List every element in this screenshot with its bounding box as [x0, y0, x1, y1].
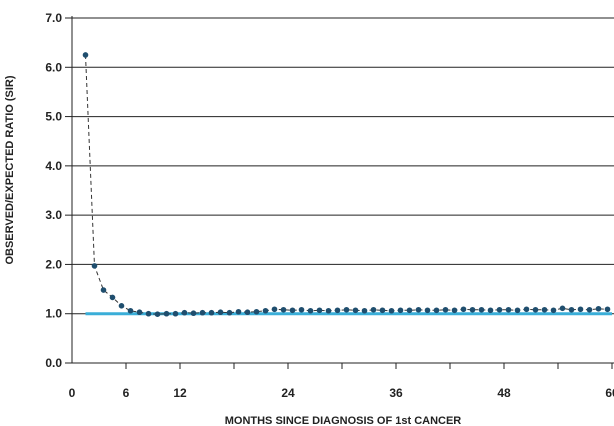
data-point [298, 306, 305, 313]
data-point [397, 307, 404, 314]
data-point [262, 307, 269, 314]
data-point [271, 306, 278, 313]
x-tick-label: 24 [281, 386, 295, 400]
data-point [316, 307, 323, 314]
y-tick-label: 0.0 [45, 356, 62, 370]
data-point [352, 307, 359, 314]
data-point [361, 307, 368, 314]
data-point [217, 309, 224, 316]
x-tick-label: 48 [497, 386, 511, 400]
data-point [379, 307, 386, 314]
data-point [253, 308, 260, 315]
x-tick-labels: 0 6 12 24 36 48 60 [69, 386, 614, 400]
data-point [595, 305, 602, 312]
x-tick-label: 12 [173, 386, 187, 400]
data-point [514, 307, 521, 314]
data-point [568, 306, 575, 313]
x-tick-label: 6 [123, 386, 130, 400]
data-point [307, 307, 314, 314]
data-point [235, 308, 242, 315]
y-tick-label: 1.0 [45, 307, 62, 321]
data-point [550, 307, 557, 314]
data-point [604, 306, 611, 313]
data-point [496, 306, 503, 313]
data-point [559, 305, 566, 312]
data-point [172, 310, 179, 317]
data-point [82, 52, 89, 58]
data-point [343, 306, 350, 313]
y-tick-label: 5.0 [45, 110, 62, 124]
data-point [100, 287, 107, 293]
y-tick-label: 6.0 [45, 60, 62, 74]
data-point [118, 303, 125, 309]
y-tick-label: 3.0 [45, 208, 62, 222]
data-point [163, 310, 170, 317]
data-point [406, 307, 413, 314]
data-point [127, 307, 134, 314]
data-point [541, 306, 548, 313]
y-tick-label: 2.0 [45, 257, 62, 271]
data-point [577, 306, 584, 313]
data-point [280, 306, 287, 313]
data-point [370, 306, 377, 313]
data-series [82, 52, 611, 318]
data-point [208, 309, 215, 316]
data-point [199, 309, 206, 316]
data-point [181, 309, 188, 316]
data-point [586, 306, 593, 313]
data-point [433, 307, 440, 314]
x-axis-title: MONTHS SINCE DIAGNOSIS OF 1st CANCER [225, 415, 462, 426]
y-axis-title: OBSERVED/EXPECTED RATIO (SIR) [4, 75, 16, 264]
data-point [460, 306, 467, 313]
y-tick-labels: 0.0 1.0 2.0 3.0 4.0 5.0 6.0 7.0 [45, 11, 62, 370]
data-point [289, 307, 296, 314]
data-point [532, 306, 539, 313]
data-point [442, 306, 449, 313]
axes [65, 16, 614, 369]
data-point [190, 310, 197, 317]
x-tick-label: 60 [605, 386, 614, 400]
data-point [388, 307, 395, 314]
x-tick-label: 0 [69, 386, 76, 400]
series-line [85, 54, 608, 315]
data-point [469, 306, 476, 313]
x-tick-label: 36 [389, 386, 403, 400]
data-point [451, 307, 458, 314]
data-point [505, 306, 512, 313]
data-point [109, 294, 116, 301]
data-point [325, 307, 332, 314]
data-point [415, 306, 422, 313]
data-point [523, 306, 530, 313]
data-point [487, 307, 494, 314]
data-point [244, 309, 251, 316]
data-point [424, 307, 431, 314]
data-point [334, 307, 341, 314]
data-point [145, 310, 152, 317]
grid-lines [72, 17, 614, 315]
data-point [136, 309, 143, 316]
y-tick-label: 4.0 [45, 159, 62, 173]
data-point [91, 263, 98, 269]
data-point [478, 306, 485, 313]
data-point [154, 311, 161, 318]
y-tick-label: 7.0 [45, 11, 62, 25]
data-point [226, 309, 233, 316]
